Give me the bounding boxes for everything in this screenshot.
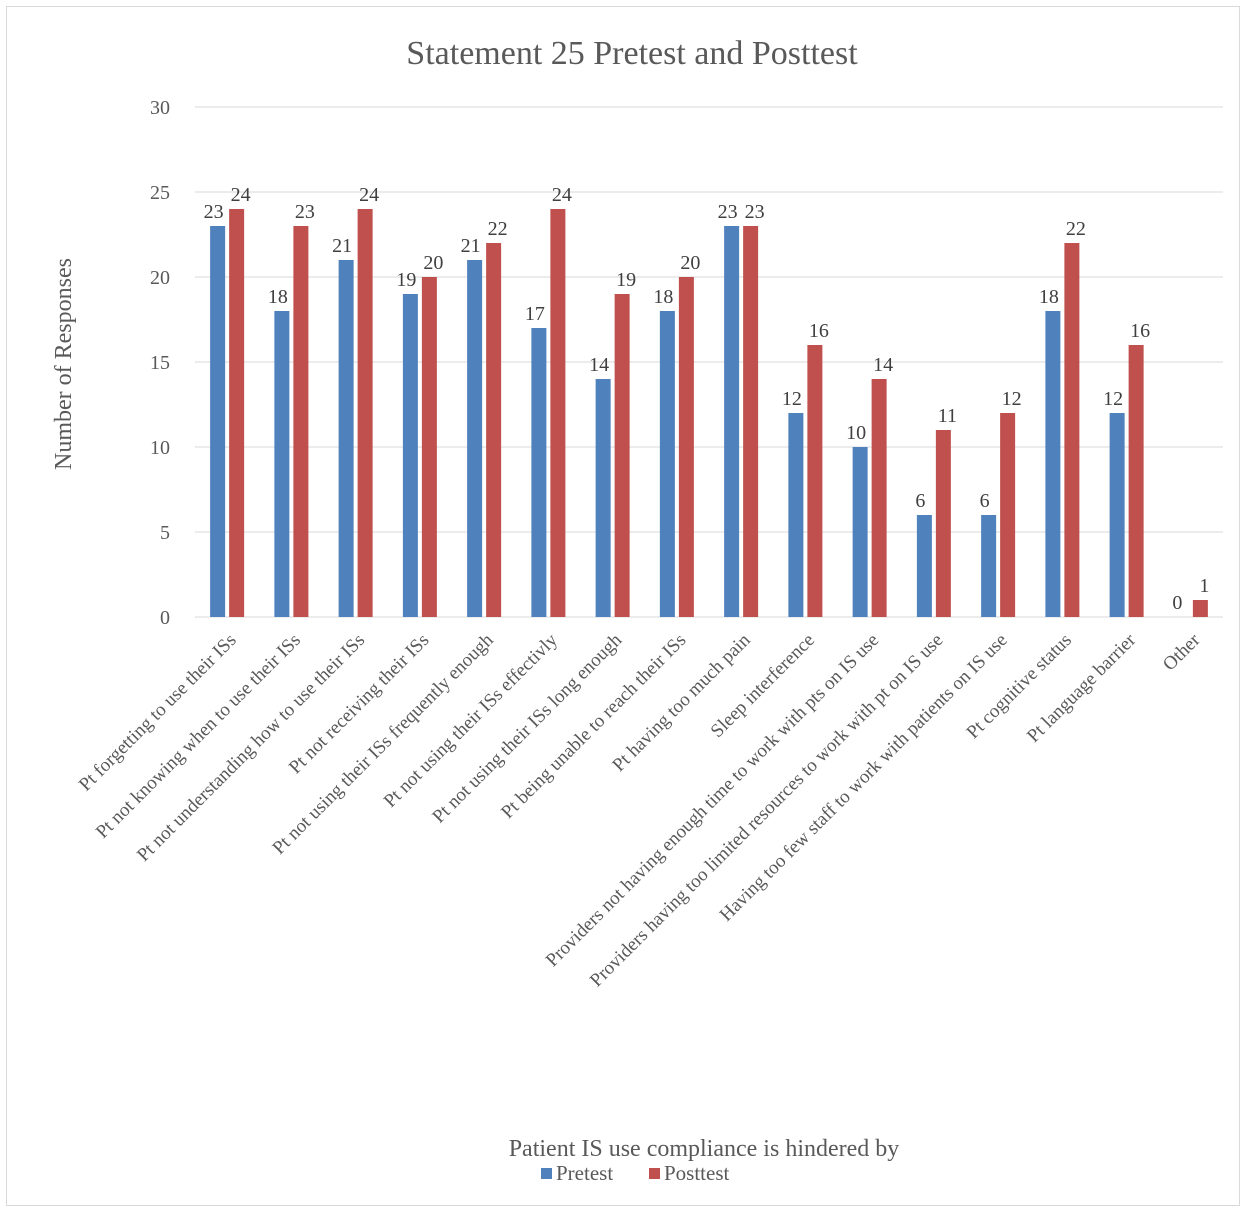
bar-posttest [486, 243, 502, 617]
bar-posttest [743, 226, 759, 617]
y-tick-label: 15 [150, 352, 170, 374]
bar-pretest [338, 260, 354, 617]
data-label-posttest: 12 [1002, 388, 1022, 410]
legend-swatch-posttest [649, 1168, 660, 1179]
data-label-posttest: 24 [231, 184, 251, 206]
bar-pretest [467, 260, 483, 617]
y-axis-ticks: 0 5 10 15 20 25 30 [150, 97, 170, 629]
y-tick-label: 30 [150, 97, 170, 119]
data-label-pretest: 12 [1103, 388, 1123, 410]
bar-pretest [659, 311, 675, 617]
bar-pretest [1045, 311, 1061, 617]
data-label-pretest: 17 [525, 303, 545, 325]
data-label-posttest: 22 [1066, 218, 1086, 240]
bars [210, 209, 1208, 617]
bar-posttest [229, 209, 245, 617]
data-label-posttest: 19 [616, 269, 636, 291]
data-label-posttest: 11 [938, 405, 957, 427]
data-label-posttest: 16 [1130, 320, 1150, 342]
data-label-pretest: 19 [396, 269, 416, 291]
data-label-posttest: 23 [295, 201, 315, 223]
data-label-posttest: 24 [359, 184, 379, 206]
y-tick-label: 20 [150, 267, 170, 289]
bar-posttest [550, 209, 566, 617]
data-label-posttest: 14 [873, 354, 893, 376]
bar-pretest [916, 515, 932, 617]
data-label-pretest: 18 [653, 286, 673, 308]
legend: Pretest Posttest [541, 1161, 730, 1185]
y-tick-label: 25 [150, 182, 170, 204]
bar-pretest [981, 515, 997, 617]
data-label-posttest: 20 [680, 252, 700, 274]
y-tick-label: 5 [160, 522, 170, 544]
bar-pretest [788, 413, 804, 617]
chart-title: Statement 25 Pretest and Posttest [406, 35, 858, 72]
legend-swatch-pretest [541, 1168, 552, 1179]
bar-posttest [614, 294, 630, 617]
category-label: Pt language barrier [1023, 629, 1141, 747]
data-label-posttest: 23 [745, 201, 765, 223]
bar-posttest [293, 226, 309, 617]
data-label-posttest: 16 [809, 320, 829, 342]
bar-posttest [807, 345, 823, 617]
bar-posttest [357, 209, 373, 617]
bar-pretest [852, 447, 868, 617]
bar-pretest [402, 294, 418, 617]
data-label-pretest: 10 [846, 422, 866, 444]
x-axis-label: Patient IS use compliance is hindered by [509, 1136, 900, 1162]
data-label-pretest: 21 [332, 235, 352, 257]
data-label-posttest: 20 [423, 252, 443, 274]
data-label-pretest: 14 [589, 354, 609, 376]
y-tick-label: 0 [160, 607, 170, 629]
data-label-pretest: 23 [718, 201, 738, 223]
data-label-posttest: 1 [1199, 575, 1209, 597]
data-label-pretest: 6 [915, 490, 925, 512]
y-tick-label: 10 [150, 437, 170, 459]
bar-posttest [1128, 345, 1144, 617]
legend-label-pretest: Pretest [556, 1161, 613, 1185]
category-label: Other [1159, 629, 1205, 675]
bar-posttest [678, 277, 694, 617]
bar-pretest [531, 328, 547, 617]
bar-posttest [1192, 600, 1208, 617]
data-label-pretest: 18 [268, 286, 288, 308]
data-label-pretest: 18 [1039, 286, 1059, 308]
data-label-pretest: 12 [782, 388, 802, 410]
data-label-pretest: 23 [204, 201, 224, 223]
bar-posttest [421, 277, 437, 617]
data-label-pretest: 0 [1172, 592, 1182, 614]
bar-posttest [871, 379, 887, 617]
bar-pretest [595, 379, 611, 617]
bar-pretest [724, 226, 740, 617]
bar-pretest [274, 311, 290, 617]
y-axis-label: Number of Responses [51, 258, 77, 470]
bar-pretest [1109, 413, 1125, 617]
data-label-posttest: 22 [488, 218, 508, 240]
legend-label-posttest: Posttest [664, 1161, 730, 1185]
bar-posttest [1000, 413, 1016, 617]
bar-chart: Statement 25 Pretest and Posttest Number… [51, 35, 1223, 1185]
bar-pretest [210, 226, 226, 617]
data-label-pretest: 21 [461, 235, 481, 257]
data-label-posttest: 24 [552, 184, 572, 206]
chart-frame: Statement 25 Pretest and Posttest Number… [6, 6, 1240, 1206]
category-label: Pt not understanding how to use their IS… [133, 630, 369, 866]
bar-posttest [1064, 243, 1080, 617]
data-label-pretest: 6 [980, 490, 990, 512]
bar-posttest [935, 430, 951, 617]
